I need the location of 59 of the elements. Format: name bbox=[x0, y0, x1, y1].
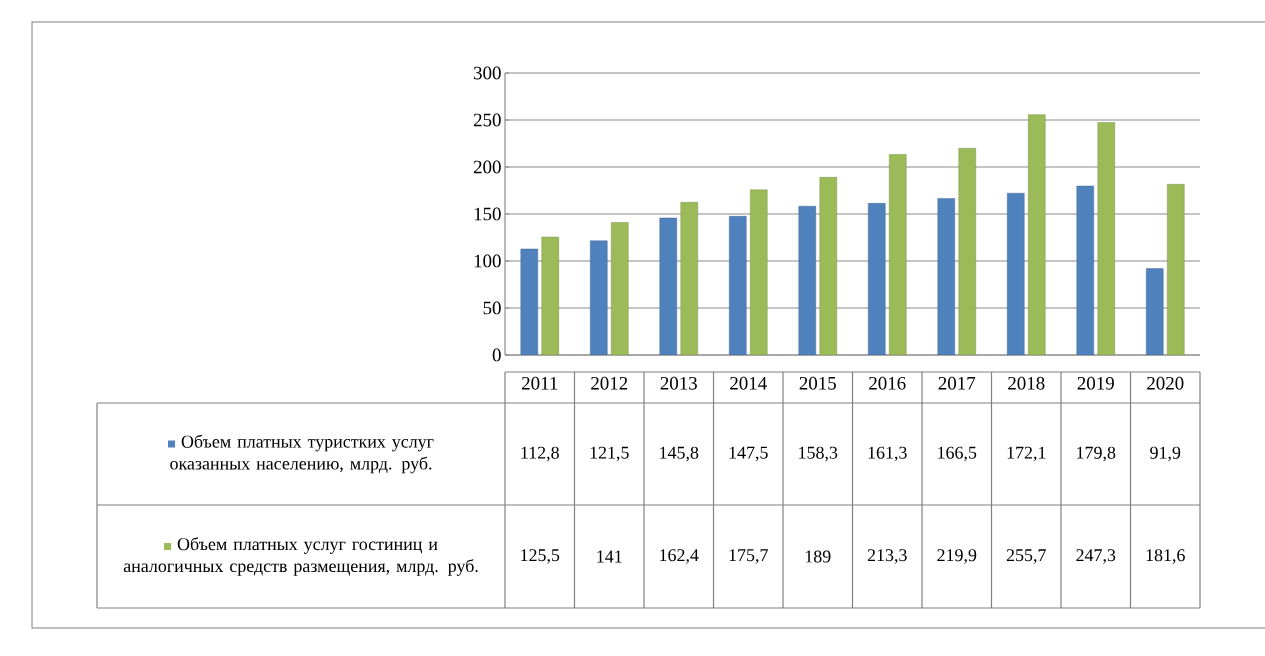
data-label: 141 bbox=[597, 550, 622, 563]
data-label: 112,8 bbox=[521, 446, 559, 462]
bar bbox=[750, 189, 768, 355]
data-label: 213,3 bbox=[867, 549, 907, 564]
y-tick-label: 250 bbox=[473, 113, 501, 127]
x-tick-label: 2014 bbox=[730, 376, 767, 390]
legend-label: Объем платных услуг гостиниц и аналогичных средств размещения, млрд. руб. bbox=[123, 537, 478, 576]
bar bbox=[868, 203, 886, 355]
y-tick-label: 50 bbox=[483, 301, 501, 315]
bar bbox=[680, 202, 698, 355]
data-label: 121,5 bbox=[590, 446, 629, 462]
data-label: 219,9 bbox=[937, 549, 977, 564]
bar bbox=[937, 198, 955, 355]
data-label: 125,5 bbox=[521, 549, 560, 564]
data-label: 175,7 bbox=[729, 549, 768, 564]
bar bbox=[590, 240, 608, 355]
x-tick-label: 2018 bbox=[1008, 376, 1045, 390]
bar bbox=[819, 177, 837, 355]
x-tick-label: 2013 bbox=[660, 376, 697, 390]
data-label: 255,7 bbox=[1006, 549, 1046, 564]
bar bbox=[1146, 268, 1164, 355]
data-label: 162,4 bbox=[660, 549, 699, 564]
legend-label: Объем платных туристких услуг оказанных населению, млрд. руб. bbox=[170, 434, 434, 474]
bar bbox=[1167, 184, 1185, 355]
data-label: 158,3 bbox=[799, 446, 838, 462]
x-tick-label: 2012 bbox=[591, 376, 628, 390]
data-label: 172,1 bbox=[1007, 446, 1046, 462]
x-tick-label: 2016 bbox=[869, 376, 906, 390]
data-label: 189 bbox=[805, 550, 831, 563]
bar bbox=[1097, 122, 1115, 355]
data-label: 161,3 bbox=[868, 446, 907, 462]
bar bbox=[1007, 193, 1025, 355]
y-tick-label: 300 bbox=[474, 66, 501, 80]
bar bbox=[889, 154, 907, 355]
bar bbox=[798, 205, 816, 355]
bar bbox=[611, 222, 629, 355]
data-label: 145,8 bbox=[660, 446, 699, 462]
data-label: 181,6 bbox=[1146, 549, 1185, 564]
data-label: 179,8 bbox=[1077, 446, 1116, 462]
bar bbox=[729, 216, 747, 355]
y-tick-label: 150 bbox=[474, 207, 501, 221]
data-label: 247,3 bbox=[1076, 549, 1116, 564]
y-tick-label: 0 bbox=[492, 348, 501, 362]
x-tick-label: 2020 bbox=[1147, 376, 1184, 390]
data-label: 166,5 bbox=[938, 446, 977, 462]
bar bbox=[1076, 185, 1094, 355]
bar bbox=[541, 236, 559, 355]
y-tick-label: 100 bbox=[474, 254, 501, 268]
bar bbox=[1028, 114, 1046, 355]
x-tick-label: 2015 bbox=[799, 376, 836, 390]
bar bbox=[958, 148, 976, 355]
data-label: 147,5 bbox=[729, 446, 768, 462]
x-tick-label: 2019 bbox=[1077, 376, 1114, 390]
data-label: 91,9 bbox=[1150, 446, 1181, 462]
x-tick-label: 2017 bbox=[938, 376, 976, 390]
bar bbox=[520, 248, 538, 355]
bar bbox=[659, 217, 677, 355]
y-tick-label: 200 bbox=[473, 160, 501, 174]
x-tick-label: 2011 bbox=[522, 376, 558, 390]
